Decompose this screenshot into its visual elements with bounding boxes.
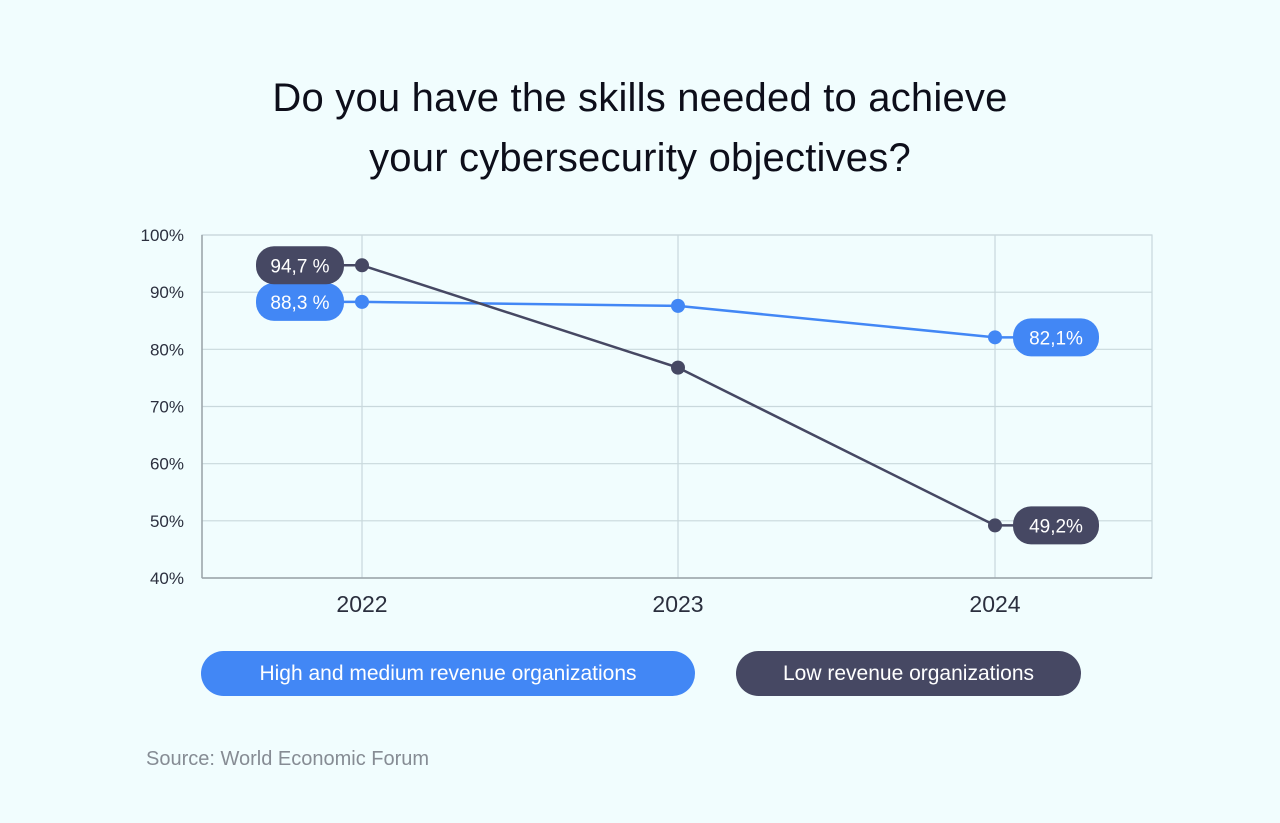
chart-title: Do you have the skills needed to achieve… [0,68,1280,188]
data-label-low: 94,7 % [270,256,329,277]
data-point-high [671,298,685,313]
x-tick-label: 2022 [336,591,387,617]
legend-low-revenue: Low revenue organizations [736,651,1081,696]
legend-high-medium-revenue: High and medium revenue organizations [201,651,695,696]
data-label-bg-low [1013,506,1099,545]
y-tick-label: 100% [141,226,184,245]
data-point-low [671,360,685,375]
data-label-low: 49,2% [1029,516,1083,537]
legend-low-revenue-label: Low revenue organizations [783,661,1034,685]
legend-high-medium-revenue-label: High and medium revenue organizations [259,661,637,685]
x-tick-label: 2023 [652,591,703,617]
y-tick-label: 70% [150,398,184,417]
y-tick-label: 90% [150,283,184,302]
source-note: Source: World Economic Forum [146,748,430,770]
data-label-bg-low [256,246,344,285]
data-label-bg-high [256,282,344,321]
chart-title-line-2: your cybersecurity objectives? [369,136,911,180]
chart-title-line-1: Do you have the skills needed to achieve [272,76,1008,120]
y-tick-label: 50% [150,512,184,531]
y-tick-label: 40% [150,569,184,588]
data-label-bg-high [1013,318,1099,357]
y-tick-label: 60% [150,455,184,474]
data-label-high: 82,1% [1029,328,1083,349]
data-label-high: 88,3 % [270,293,329,314]
x-tick-label: 2024 [969,591,1020,617]
y-tick-label: 80% [150,340,184,359]
